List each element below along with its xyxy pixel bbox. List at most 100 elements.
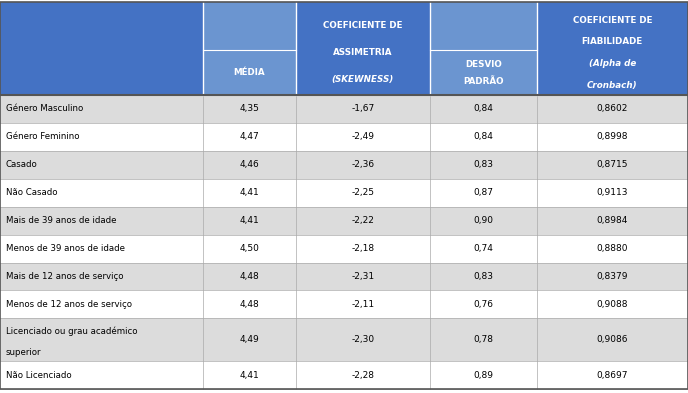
Text: -2,11: -2,11 [352, 300, 374, 309]
Text: Género Feminino: Género Feminino [6, 132, 79, 141]
Text: Mais de 39 anos de idade: Mais de 39 anos de idade [6, 216, 116, 225]
Text: Cronbach): Cronbach) [587, 81, 638, 90]
Text: -2,36: -2,36 [352, 160, 374, 169]
Text: COEFICIENTE DE: COEFICIENTE DE [323, 21, 402, 30]
Text: (Alpha de: (Alpha de [589, 59, 636, 68]
Bar [430, 263, 537, 290]
Text: 0,76: 0,76 [473, 300, 493, 309]
Bar [296, 263, 430, 290]
Text: 4,35: 4,35 [239, 105, 259, 114]
Bar [430, 151, 537, 179]
Text: 0,83: 0,83 [473, 272, 493, 281]
Bar [0, 207, 203, 235]
Text: MÉDIA: MÉDIA [234, 68, 265, 77]
Bar [537, 123, 688, 151]
Text: 4,41: 4,41 [239, 371, 259, 380]
Text: COEFICIENTE DE: COEFICIENTE DE [572, 16, 652, 25]
Text: PADRÃO: PADRÃO [463, 77, 504, 86]
Text: 0,90: 0,90 [473, 216, 493, 225]
Text: 0,8697: 0,8697 [596, 371, 628, 380]
Bar [296, 95, 430, 123]
Text: 0,8715: 0,8715 [596, 160, 628, 169]
Text: 0,8998: 0,8998 [596, 132, 628, 141]
Bar [430, 95, 537, 123]
Bar [537, 207, 688, 235]
Bar [296, 2, 430, 95]
Text: 0,9113: 0,9113 [596, 188, 628, 197]
Text: 0,8984: 0,8984 [596, 216, 628, 225]
Text: Casado: Casado [6, 160, 37, 169]
Bar [203, 290, 296, 318]
Text: Menos de 39 anos de idade: Menos de 39 anos de idade [6, 244, 125, 253]
Bar [203, 151, 296, 179]
Text: 4,47: 4,47 [239, 132, 259, 141]
Bar [296, 290, 430, 318]
Bar [0, 318, 203, 361]
Text: 0,9086: 0,9086 [596, 335, 628, 344]
Text: Não Licenciado: Não Licenciado [6, 371, 71, 380]
Bar [296, 207, 430, 235]
Text: 0,89: 0,89 [473, 371, 493, 380]
Text: 0,8379: 0,8379 [596, 272, 628, 281]
Text: 4,48: 4,48 [239, 300, 259, 309]
Text: FIABILIDADE: FIABILIDADE [581, 37, 643, 46]
Bar [0, 361, 203, 389]
Bar [296, 318, 430, 361]
Bar [296, 179, 430, 207]
Text: -2,49: -2,49 [352, 132, 374, 141]
Text: 4,41: 4,41 [239, 188, 259, 197]
Text: DESVIO: DESVIO [465, 60, 502, 69]
Text: 0,8880: 0,8880 [596, 244, 628, 253]
Bar [430, 179, 537, 207]
Bar [203, 318, 296, 361]
Bar [0, 263, 203, 290]
Bar [203, 235, 296, 263]
Text: 4,48: 4,48 [239, 272, 259, 281]
Bar [537, 179, 688, 207]
Bar [430, 318, 537, 361]
Bar [537, 2, 688, 95]
Bar [203, 361, 296, 389]
Bar [203, 123, 296, 151]
Bar [0, 151, 203, 179]
Text: -1,67: -1,67 [352, 105, 374, 114]
Text: Menos de 12 anos de serviço: Menos de 12 anos de serviço [6, 300, 131, 309]
Bar [430, 361, 537, 389]
Text: 4,50: 4,50 [239, 244, 259, 253]
Bar [296, 235, 430, 263]
Text: Licenciado ou grau académico: Licenciado ou grau académico [6, 327, 137, 336]
Bar [203, 2, 296, 95]
Text: -2,31: -2,31 [352, 272, 374, 281]
Bar [430, 235, 537, 263]
Bar [537, 95, 688, 123]
Bar [296, 361, 430, 389]
Bar [537, 361, 688, 389]
Bar [430, 207, 537, 235]
Text: superior: superior [6, 348, 41, 357]
Text: Género Masculino: Género Masculino [6, 105, 83, 114]
Bar [537, 290, 688, 318]
Bar [430, 2, 537, 95]
Bar [203, 263, 296, 290]
Bar [203, 207, 296, 235]
Text: 0,74: 0,74 [473, 244, 493, 253]
Text: -2,30: -2,30 [352, 335, 374, 344]
Bar [0, 95, 203, 123]
Text: 0,8602: 0,8602 [596, 105, 628, 114]
Bar [430, 123, 537, 151]
Text: ASSIMETRIA: ASSIMETRIA [333, 48, 393, 57]
Text: -2,22: -2,22 [352, 216, 374, 225]
Text: 4,41: 4,41 [239, 216, 259, 225]
Bar [0, 123, 203, 151]
Bar [430, 290, 537, 318]
Bar [537, 263, 688, 290]
Bar [203, 95, 296, 123]
Text: 0,87: 0,87 [473, 188, 493, 197]
Bar [0, 179, 203, 207]
Text: -2,25: -2,25 [352, 188, 374, 197]
Text: -2,18: -2,18 [352, 244, 374, 253]
Text: 0,9088: 0,9088 [596, 300, 628, 309]
Text: Não Casado: Não Casado [6, 188, 57, 197]
Text: Mais de 12 anos de serviço: Mais de 12 anos de serviço [6, 272, 123, 281]
Bar [537, 151, 688, 179]
